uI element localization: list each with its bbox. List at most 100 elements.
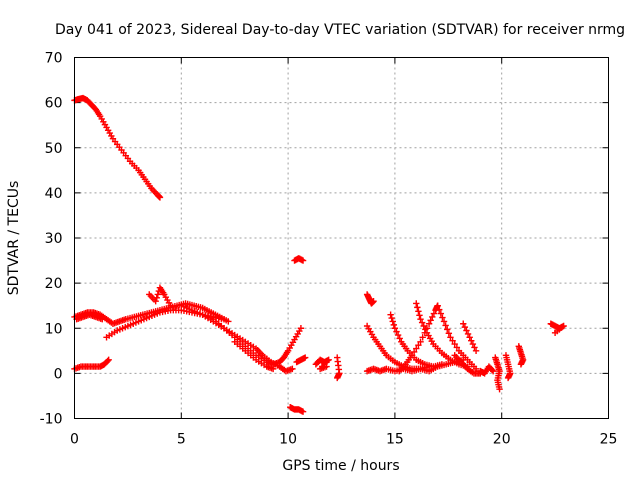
data-point — [417, 338, 424, 345]
data-point — [434, 302, 441, 309]
data-point — [269, 365, 277, 373]
series-cluster-19 — [477, 363, 497, 377]
data-point — [444, 326, 451, 333]
x-tick-label: 20 — [493, 432, 511, 448]
data-point — [387, 311, 394, 318]
series-cluster-22 — [547, 320, 567, 336]
data-point — [488, 366, 496, 374]
data-points — [71, 94, 567, 415]
data-point — [99, 316, 106, 323]
y-tick-label: 60 — [45, 96, 63, 112]
data-point — [396, 335, 403, 342]
series-arc-18 — [460, 320, 480, 355]
data-point — [156, 194, 164, 201]
x-tick-label: 5 — [177, 432, 186, 448]
data-point — [425, 320, 433, 327]
data-point — [104, 357, 111, 365]
data-point — [471, 344, 478, 351]
data-point — [472, 347, 480, 355]
series-drop-20 — [492, 354, 503, 393]
grid-lines — [74, 57, 609, 419]
y-tick-label: -10 — [40, 412, 63, 428]
data-point — [504, 374, 512, 382]
y-tick-label: 70 — [45, 51, 63, 67]
data-point — [297, 325, 305, 332]
data-point — [429, 313, 436, 321]
data-point — [437, 310, 445, 317]
data-point — [334, 374, 341, 382]
data-point — [416, 312, 423, 319]
data-point — [394, 331, 402, 339]
data-point — [419, 334, 426, 341]
series-arc-14a — [363, 291, 377, 307]
y-tick-label: 10 — [45, 321, 63, 337]
chart-title: Day 041 of 2023, Sidereal Day-to-day VTE… — [55, 22, 625, 38]
data-point — [517, 361, 525, 368]
y-tick-label: 20 — [45, 276, 63, 292]
data-point — [427, 317, 434, 324]
y-tick-label: 40 — [45, 186, 63, 202]
data-point — [436, 306, 443, 313]
x-tick-label: 10 — [279, 432, 297, 448]
x-axis-title: GPS time / hours — [282, 458, 399, 474]
series-arc-20b — [502, 352, 514, 382]
data-point — [413, 300, 420, 307]
data-point — [393, 328, 400, 335]
data-point — [301, 354, 309, 361]
series-arc-17 — [434, 302, 480, 373]
data-point — [417, 316, 424, 323]
data-point — [445, 330, 453, 337]
data-point — [105, 356, 112, 364]
series-arc-21 — [515, 343, 527, 368]
data-point — [154, 291, 162, 298]
series-arc-high-decline — [71, 94, 164, 201]
data-point — [442, 322, 449, 329]
data-point — [453, 344, 461, 351]
data-point — [299, 408, 307, 415]
data-point — [225, 318, 232, 325]
data-point — [415, 341, 422, 349]
series-cluster-12h — [334, 354, 343, 382]
data-point — [389, 318, 396, 325]
data-point — [551, 329, 559, 336]
data-point — [299, 257, 307, 264]
data-point — [464, 330, 472, 338]
data-point — [370, 297, 377, 305]
series-arc-descend-3 — [231, 338, 277, 373]
data-point — [408, 352, 416, 359]
series-arc-18b — [451, 352, 484, 377]
data-point — [447, 334, 454, 341]
y-tick-label: 0 — [54, 366, 63, 382]
data-point — [153, 294, 160, 301]
data-point — [415, 308, 422, 315]
data-point — [423, 325, 431, 332]
tick-labels: 0 5 10 15 20 25 -10 0 10 20 30 40 50 60 70 — [40, 51, 618, 448]
data-point — [420, 322, 427, 330]
data-point — [152, 297, 159, 305]
x-tick-label: 25 — [600, 432, 618, 448]
x-tick-label: 0 — [70, 432, 79, 448]
data-point — [451, 340, 458, 348]
data-point — [413, 345, 420, 352]
data-point — [461, 323, 469, 331]
y-axis-title: SDTVAR / TECUs — [6, 181, 22, 296]
data-point — [496, 385, 503, 393]
data-point — [439, 314, 446, 321]
data-point — [466, 334, 473, 341]
y-tick-label: 50 — [45, 141, 63, 157]
data-point — [421, 329, 429, 336]
data-point — [414, 304, 421, 311]
series-arc-descend-1 — [178, 302, 305, 368]
data-point — [167, 302, 174, 309]
data-point — [220, 316, 228, 323]
data-point — [460, 320, 467, 327]
data-point — [418, 319, 426, 326]
series-cluster-small-10 — [293, 354, 309, 366]
data-point — [468, 337, 475, 344]
data-point — [469, 340, 477, 348]
series-cluster-11h — [312, 356, 332, 373]
data-point — [440, 318, 448, 325]
data-point — [489, 367, 497, 375]
data-point — [289, 365, 296, 373]
